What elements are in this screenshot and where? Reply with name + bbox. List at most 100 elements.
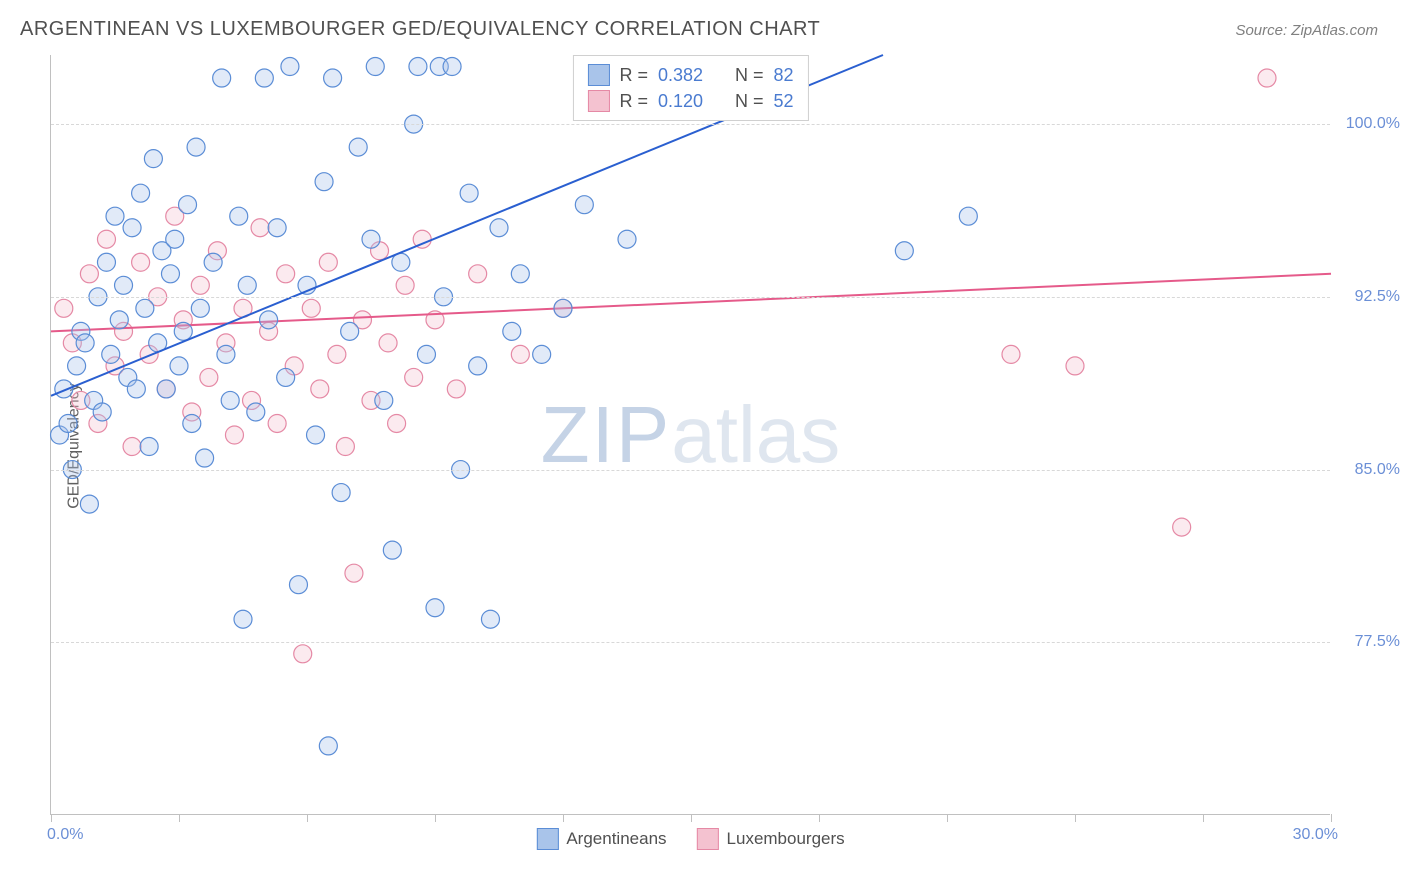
x-tick [435, 814, 436, 822]
data-point [204, 253, 222, 271]
data-point [93, 403, 111, 421]
data-point [140, 438, 158, 456]
data-point [383, 541, 401, 559]
data-point [618, 230, 636, 248]
stats-legend-box: R =0.382N =82R =0.120N =52 [572, 55, 808, 121]
source-credit: Source: ZipAtlas.com [1235, 22, 1378, 39]
data-point [895, 242, 913, 260]
x-tick [179, 814, 180, 822]
legend-swatch [536, 828, 558, 850]
legend-swatch [697, 828, 719, 850]
data-point [132, 253, 150, 271]
data-point [68, 357, 86, 375]
r-value: 0.120 [658, 88, 703, 114]
data-point [311, 380, 329, 398]
data-point [200, 368, 218, 386]
data-point [362, 230, 380, 248]
data-point [123, 219, 141, 237]
data-point [447, 380, 465, 398]
data-point [315, 173, 333, 191]
data-point [481, 610, 499, 628]
y-tick-label: 77.5% [1340, 633, 1400, 651]
data-point [388, 414, 406, 432]
x-tick [1203, 814, 1204, 822]
data-point [1002, 345, 1020, 363]
y-tick-label: 85.0% [1340, 461, 1400, 479]
r-label: R = [619, 88, 648, 114]
data-point [307, 426, 325, 444]
data-point [277, 265, 295, 283]
data-point [533, 345, 551, 363]
data-point [328, 345, 346, 363]
data-point [332, 484, 350, 502]
x-tick [819, 814, 820, 822]
data-point [97, 253, 115, 271]
legend-item: Luxembourgers [697, 828, 845, 850]
data-point [959, 207, 977, 225]
gridline-h [51, 124, 1330, 125]
data-point [345, 564, 363, 582]
data-point [161, 265, 179, 283]
data-point [511, 265, 529, 283]
data-point [187, 138, 205, 156]
data-point [1173, 518, 1191, 536]
legend-swatch [587, 90, 609, 112]
data-point [302, 299, 320, 317]
legend-label: Luxembourgers [727, 829, 845, 849]
data-point [396, 276, 414, 294]
data-point [336, 438, 354, 456]
gridline-h [51, 642, 1330, 643]
x-axis-min-label: 0.0% [47, 826, 83, 844]
x-tick [1075, 814, 1076, 822]
data-point [460, 184, 478, 202]
data-point [132, 184, 150, 202]
data-point [191, 299, 209, 317]
data-point [417, 345, 435, 363]
data-point [268, 414, 286, 432]
data-point [59, 414, 77, 432]
y-tick-label: 92.5% [1340, 288, 1400, 306]
x-tick [947, 814, 948, 822]
data-point [469, 265, 487, 283]
data-point [443, 58, 461, 76]
data-point [221, 391, 239, 409]
data-point [490, 219, 508, 237]
data-point [324, 69, 342, 87]
data-point [277, 368, 295, 386]
data-point [255, 69, 273, 87]
gridline-h [51, 297, 1330, 298]
data-point [123, 438, 141, 456]
plot-area: ZIPatlas R =0.382N =82R =0.120N =52 Arge… [50, 55, 1330, 815]
data-point [230, 207, 248, 225]
data-point [554, 299, 572, 317]
scatter-svg [51, 55, 1330, 814]
data-point [213, 69, 231, 87]
data-point [1258, 69, 1276, 87]
legend-item: Argentineans [536, 828, 666, 850]
data-point [469, 357, 487, 375]
data-point [115, 276, 133, 294]
data-point [144, 150, 162, 168]
stat-row: R =0.120N =52 [587, 88, 793, 114]
data-point [174, 322, 192, 340]
data-point [225, 426, 243, 444]
data-point [166, 230, 184, 248]
data-point [251, 219, 269, 237]
data-point [97, 230, 115, 248]
data-point [157, 380, 175, 398]
n-value: 52 [774, 88, 794, 114]
bottom-legend: Argentineans Luxembourgers [536, 828, 844, 850]
data-point [294, 645, 312, 663]
data-point [179, 196, 197, 214]
data-point [247, 403, 265, 421]
data-point [76, 334, 94, 352]
data-point [375, 391, 393, 409]
x-tick [51, 814, 52, 822]
n-label: N = [735, 62, 764, 88]
data-point [366, 58, 384, 76]
r-label: R = [619, 62, 648, 88]
data-point [55, 299, 73, 317]
data-point [341, 322, 359, 340]
data-point [80, 265, 98, 283]
data-point [217, 345, 235, 363]
